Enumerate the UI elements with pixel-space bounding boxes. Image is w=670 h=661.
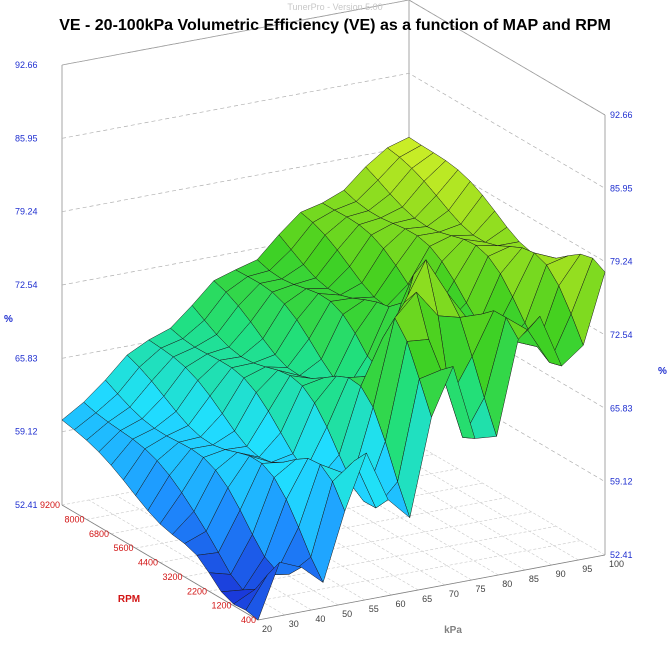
tick-labels: 52.41 52.41 59.12 59.12 65.83 65.83 72.54 72.54… xyxy=(15,60,633,634)
x-tick-label: 80 xyxy=(502,579,512,589)
chart-labels: TunerPro - Version 5.00 VE - 20-100kPa V… xyxy=(4,2,667,636)
y-tick-label: 4400 xyxy=(138,558,158,568)
z-tick-label-left: 65.83 xyxy=(15,353,38,363)
y-tick-label: 5600 xyxy=(113,543,133,553)
floor-gridline-x xyxy=(195,479,392,596)
z-tick-label-right: 52.41 xyxy=(610,550,633,560)
y-axis-title: RPM xyxy=(118,594,140,605)
floor-gridline-x xyxy=(302,459,499,576)
x-tick-label: 70 xyxy=(449,589,459,599)
floor-gridline-x xyxy=(248,469,445,586)
x-tick-label: 60 xyxy=(395,599,405,609)
y-tick-label: 400 xyxy=(241,615,256,625)
z-tick-label-left: 52.41 xyxy=(15,500,38,510)
floor-gridline-y xyxy=(184,511,532,578)
x-tick-label: 95 xyxy=(582,564,592,574)
z-gridline xyxy=(61,0,606,116)
y-tick-label: 8000 xyxy=(64,514,84,524)
x-tick-label: 40 xyxy=(315,614,325,624)
floor-gridline-x xyxy=(355,449,552,566)
x-tick-label: 30 xyxy=(289,619,299,629)
watermark: TunerPro - Version 5.00 xyxy=(287,2,382,12)
x-tick-label: 75 xyxy=(476,584,486,594)
y-tick-label: 2200 xyxy=(187,586,207,596)
floor-gridline-x xyxy=(275,464,472,581)
x-axis-line xyxy=(257,554,606,621)
floor-gridline-x xyxy=(408,439,606,556)
z-tick-label-left: 92.66 xyxy=(15,60,38,70)
x-tick-label: 85 xyxy=(529,574,539,584)
x-tick-label: 20 xyxy=(262,624,272,634)
surface-cell xyxy=(245,562,280,621)
floor-gridline-x xyxy=(328,454,526,571)
x-tick-label: 55 xyxy=(369,604,379,614)
z-tick-label-right: 59.12 xyxy=(610,477,633,487)
z-tick-label-right: 92.66 xyxy=(610,110,633,120)
y-tick-label: 6800 xyxy=(89,529,109,539)
floor-gridline-x xyxy=(115,494,312,611)
x-axis-title: kPa xyxy=(444,625,462,636)
z-tick-label-right: 85.95 xyxy=(610,183,633,193)
y-tick-label: 9200 xyxy=(40,500,60,510)
y-tick-label: 3200 xyxy=(162,572,182,582)
chart-title: VE - 20-100kPa Volumetric Efficiency (VE… xyxy=(59,17,611,34)
z-tick-label-left: 85.95 xyxy=(15,133,38,143)
z-axis-title-left: % xyxy=(4,314,13,325)
x-tick-label: 65 xyxy=(422,594,432,604)
z-tick-label-left: 72.54 xyxy=(15,280,38,290)
x-tick-label: 90 xyxy=(556,569,566,579)
z-tick-label-right: 79.24 xyxy=(610,257,633,267)
z-tick-label-right: 65.83 xyxy=(610,403,633,413)
floor-gridline-x xyxy=(222,474,419,591)
z-tick-label-left: 59.12 xyxy=(15,427,38,437)
z-tick-label-left: 79.24 xyxy=(15,207,38,217)
floor-gridline-y xyxy=(208,525,557,592)
floor-gridline-x xyxy=(382,444,579,561)
z-axis-title-right: % xyxy=(658,366,667,377)
y-axis-line xyxy=(61,504,259,621)
floor-gridline-x xyxy=(141,489,339,606)
x-tick-label: 50 xyxy=(342,609,352,619)
z-tick-label-right: 72.54 xyxy=(610,330,633,340)
ve-surface xyxy=(61,136,606,621)
y-tick-label: 1200 xyxy=(211,601,231,611)
floor-gridline-y xyxy=(233,540,581,606)
z-gridline xyxy=(61,72,606,189)
x-tick-label: 100 xyxy=(609,559,624,569)
floor-gridline-x xyxy=(168,484,365,601)
